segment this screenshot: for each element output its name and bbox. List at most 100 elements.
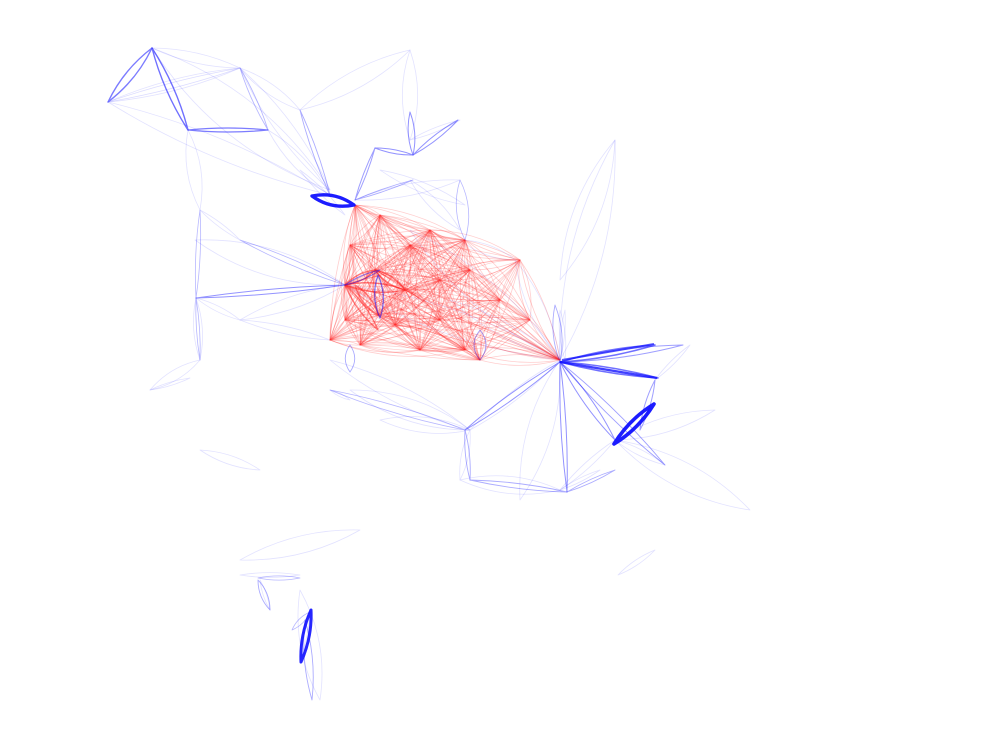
red-edge: [404, 289, 481, 361]
blue-edge: [344, 269, 381, 286]
red-edge: [349, 235, 466, 250]
red-edge: [359, 341, 421, 354]
red-edge: [394, 289, 406, 326]
red-edge: [344, 284, 466, 351]
red-edge-cluster: [329, 204, 561, 366]
red-edge: [439, 319, 481, 361]
red-edge: [499, 259, 521, 301]
red-edge: [429, 229, 481, 361]
blue-edge: [559, 361, 568, 493]
red-edge: [394, 324, 466, 351]
red-edge: [404, 279, 441, 291]
red-edge: [379, 214, 441, 281]
red-edge: [439, 279, 561, 361]
red-edge: [349, 229, 431, 246]
red-edge: [439, 316, 531, 324]
red-edge: [409, 244, 441, 281]
red-edge: [479, 259, 521, 361]
red-edge: [329, 337, 421, 353]
red-edge: [344, 269, 471, 321]
red-edge: [374, 269, 441, 321]
blue-edge: [473, 329, 487, 361]
red-edge: [344, 214, 381, 321]
red-edge: [459, 239, 471, 351]
red-edge: [429, 229, 531, 321]
faint-edge: [193, 297, 203, 361]
red-edge: [404, 259, 521, 291]
red-edge: [394, 314, 531, 331]
red-edge: [349, 244, 441, 281]
blue-edge: [239, 67, 269, 131]
red-edge: [404, 239, 466, 291]
faint-edge: [354, 179, 461, 201]
red-edge: [377, 279, 441, 316]
red-edge: [374, 239, 466, 271]
red-edge: [374, 229, 431, 271]
faint-edge: [409, 119, 461, 141]
red-edge: [467, 269, 483, 361]
red-edge: [329, 318, 441, 342]
blue-edge: [412, 119, 459, 156]
blue-edge: [639, 379, 656, 431]
red-edge: [419, 279, 441, 351]
red-edge: [464, 299, 501, 351]
red-edge: [359, 244, 411, 346]
faint-edge: [409, 179, 461, 231]
blue-edge: [455, 179, 470, 241]
red-edge: [379, 214, 466, 241]
red-edge: [429, 229, 501, 301]
red-edge: [409, 239, 466, 246]
red-edge: [377, 314, 396, 326]
faint-edge: [299, 169, 346, 216]
red-edge: [404, 289, 421, 351]
red-edge: [394, 318, 441, 327]
faint-edge: [559, 309, 566, 361]
red-edge: [409, 244, 521, 261]
red-edge: [344, 244, 351, 286]
red-edge: [344, 289, 406, 321]
blue-edge: [239, 239, 346, 286]
blue-edge: [257, 579, 271, 611]
red-edge: [344, 239, 466, 286]
faint-edge: [259, 579, 271, 611]
red-edge: [518, 259, 532, 321]
red-edge: [374, 263, 471, 277]
red-edge: [409, 244, 441, 321]
strong-blue-loop: [310, 193, 356, 208]
blue-edge: [354, 147, 376, 201]
faint-edge: [559, 139, 616, 361]
red-edge: [394, 324, 481, 361]
red-edge: [439, 239, 466, 281]
red-edge: [379, 214, 471, 271]
red-edge: [377, 314, 466, 351]
red-edge: [479, 319, 531, 361]
red-edge: [429, 229, 521, 261]
red-edge: [374, 244, 411, 271]
red-edge: [359, 279, 441, 346]
faint-edge: [239, 572, 301, 578]
faint-edge: [151, 47, 241, 69]
red-edge: [464, 239, 501, 301]
red-edge: [419, 299, 501, 351]
red-edge: [404, 289, 501, 301]
red-edge: [394, 244, 411, 326]
faint-edge: [559, 439, 616, 491]
faint-edge: [199, 449, 261, 471]
red-edge: [359, 314, 379, 346]
red-edge: [359, 289, 406, 346]
faint-edge: [239, 529, 361, 561]
red-edge: [409, 244, 481, 361]
red-edge: [344, 244, 411, 321]
red-edge: [464, 239, 481, 361]
red-edge: [349, 241, 411, 249]
red-edge: [374, 269, 481, 361]
red-edge: [373, 214, 382, 271]
red-edge: [329, 214, 381, 341]
blue-edge-layer: [107, 47, 684, 701]
blue-edge: [374, 274, 384, 319]
red-edge: [329, 289, 406, 341]
red-edge: [429, 229, 471, 271]
red-edge: [329, 339, 361, 346]
red-edge: [379, 214, 406, 291]
red-edge: [329, 324, 396, 341]
